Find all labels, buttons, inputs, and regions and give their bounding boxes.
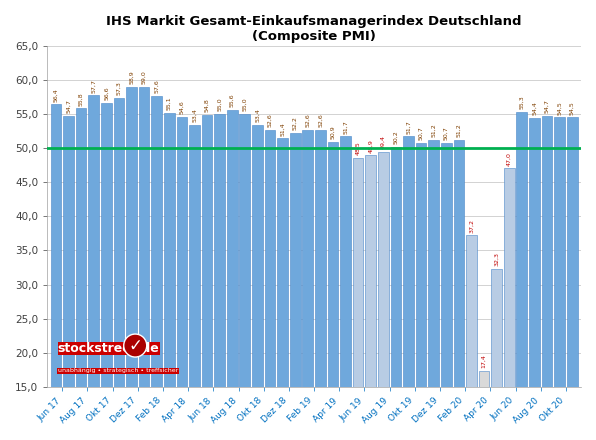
Text: 51,2: 51,2 — [431, 123, 436, 137]
Text: 50,7: 50,7 — [444, 127, 449, 140]
Text: 48,9: 48,9 — [368, 139, 373, 153]
Bar — [215, 114, 225, 440]
Bar — [491, 269, 502, 440]
Bar — [101, 103, 111, 440]
Bar — [353, 158, 364, 440]
Text: 54,8: 54,8 — [204, 99, 210, 113]
Text: 54,6: 54,6 — [179, 100, 184, 114]
Text: 55,0: 55,0 — [243, 98, 247, 111]
Bar — [517, 112, 527, 440]
Bar — [51, 104, 61, 440]
Text: 54,7: 54,7 — [545, 99, 550, 113]
Bar — [240, 114, 250, 440]
Bar — [554, 117, 565, 440]
Text: 56,6: 56,6 — [104, 87, 109, 100]
Text: 57,7: 57,7 — [91, 79, 96, 93]
Bar — [390, 147, 401, 440]
Text: 48,5: 48,5 — [356, 142, 361, 155]
Bar — [466, 235, 477, 440]
Text: 32,3: 32,3 — [494, 252, 499, 266]
Bar — [479, 370, 489, 440]
Bar — [176, 117, 187, 440]
Text: 50,2: 50,2 — [393, 130, 398, 144]
Bar — [63, 116, 74, 440]
Bar — [189, 125, 200, 440]
Text: 52,6: 52,6 — [318, 114, 323, 128]
Text: 57,3: 57,3 — [116, 81, 122, 95]
Bar — [164, 113, 175, 440]
Text: 55,8: 55,8 — [79, 92, 83, 106]
Bar — [340, 136, 351, 440]
Bar — [114, 98, 125, 440]
Bar — [365, 155, 376, 440]
Text: 54,7: 54,7 — [66, 99, 71, 113]
Text: 17,4: 17,4 — [482, 354, 486, 368]
Bar — [88, 95, 99, 440]
Text: 55,1: 55,1 — [167, 97, 172, 110]
Text: 51,7: 51,7 — [406, 120, 411, 134]
Bar — [315, 130, 326, 440]
Title: IHS Markit Gesamt-Einkaufsmanagerindex Deutschland
(Composite PMI): IHS Markit Gesamt-Einkaufsmanagerindex D… — [106, 15, 522, 43]
Text: unabhängig • strategisch • treffsicher: unabhängig • strategisch • treffsicher — [58, 368, 178, 373]
Text: 54,5: 54,5 — [570, 101, 575, 114]
Text: 53,4: 53,4 — [255, 108, 260, 122]
Text: 37,2: 37,2 — [469, 219, 474, 233]
Bar — [529, 118, 540, 440]
Text: 47,0: 47,0 — [507, 152, 512, 166]
Text: 51,2: 51,2 — [457, 123, 461, 137]
Bar — [126, 87, 137, 440]
Bar — [429, 140, 439, 440]
Bar — [151, 96, 162, 440]
Text: 52,6: 52,6 — [305, 114, 311, 128]
Bar — [76, 108, 86, 440]
Text: 58,9: 58,9 — [129, 71, 134, 84]
Bar — [290, 133, 300, 440]
Text: 50,9: 50,9 — [330, 125, 336, 139]
Bar — [403, 136, 414, 440]
Bar — [542, 116, 552, 440]
Text: 51,4: 51,4 — [280, 122, 285, 136]
Bar — [265, 130, 275, 440]
Bar — [201, 115, 212, 440]
Text: 55,3: 55,3 — [519, 95, 524, 109]
Text: 56,4: 56,4 — [54, 88, 58, 102]
Bar — [328, 142, 339, 440]
Text: 49,4: 49,4 — [381, 136, 386, 149]
Text: 51,7: 51,7 — [343, 120, 348, 134]
Text: 55,0: 55,0 — [217, 98, 222, 111]
Text: stockstreet.de: stockstreet.de — [58, 341, 160, 355]
Bar — [227, 110, 238, 440]
Text: 57,6: 57,6 — [154, 80, 159, 93]
Bar — [277, 139, 288, 440]
Text: 59,0: 59,0 — [142, 70, 147, 84]
Bar — [441, 143, 452, 440]
Bar — [416, 143, 427, 440]
Bar — [302, 130, 313, 440]
Text: 50,7: 50,7 — [418, 127, 424, 140]
Bar — [454, 140, 464, 440]
Text: 55,6: 55,6 — [229, 93, 235, 107]
Bar — [504, 169, 514, 440]
Text: 52,2: 52,2 — [293, 116, 297, 130]
Bar — [378, 152, 389, 440]
Bar — [567, 117, 578, 440]
Bar — [252, 125, 263, 440]
Text: ✓: ✓ — [128, 337, 142, 355]
Bar — [139, 87, 150, 440]
Text: 53,4: 53,4 — [192, 108, 197, 122]
Text: 54,4: 54,4 — [532, 101, 537, 115]
Text: 54,5: 54,5 — [557, 101, 562, 114]
Text: 52,6: 52,6 — [268, 114, 272, 128]
